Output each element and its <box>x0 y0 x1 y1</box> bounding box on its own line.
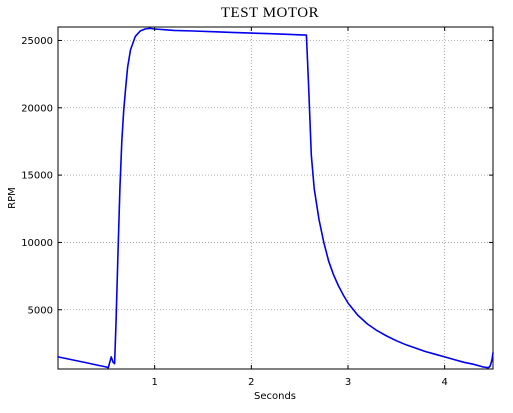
y-axis-label: RPM <box>7 187 18 209</box>
axis-ticks: 1 2 3 4 5000 10000 15000 20000 25000 <box>21 27 493 388</box>
x-tick-label: 2 <box>248 377 254 388</box>
x-tick-label: 1 <box>151 377 157 388</box>
series-group <box>57 27 494 369</box>
grid <box>58 27 493 369</box>
chart-title: TEST MOTOR <box>221 5 319 21</box>
y-tick-label: 20000 <box>21 103 53 114</box>
x-tick-label: 3 <box>345 377 351 388</box>
y-tick-label: 10000 <box>21 238 53 249</box>
plot-area <box>57 26 494 370</box>
series-line-rpm <box>57 27 494 369</box>
y-tick-label: 25000 <box>21 36 53 47</box>
y-tick-label: 15000 <box>21 171 53 182</box>
y-tick-label: 5000 <box>28 305 53 316</box>
x-tick-label: 4 <box>441 377 447 388</box>
x-axis-label: Seconds <box>254 391 296 402</box>
